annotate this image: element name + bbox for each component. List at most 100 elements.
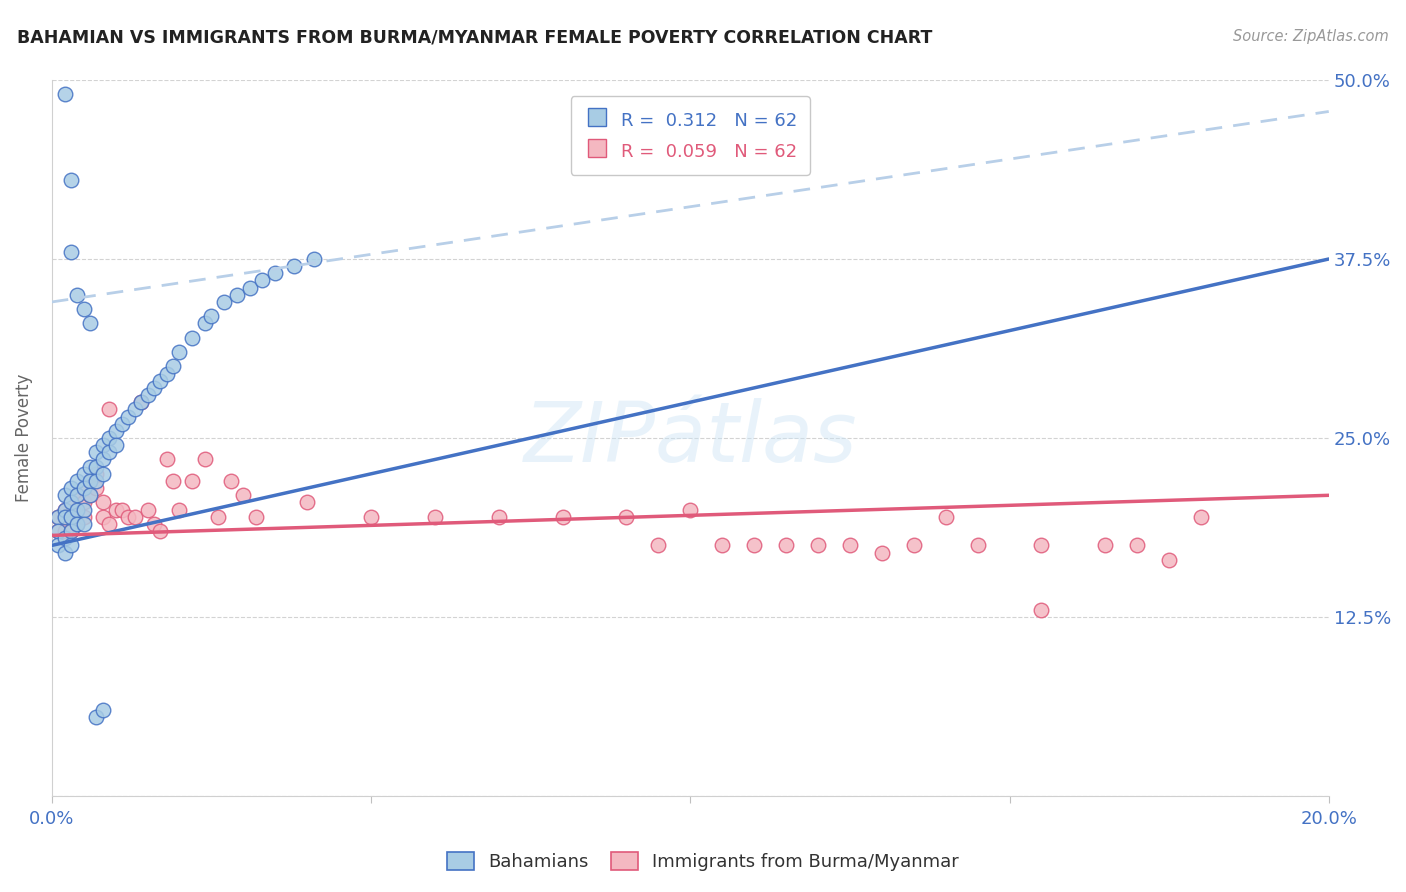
Point	[59, 495, 82, 509]
Point	[679, 502, 702, 516]
Point	[53, 502, 76, 516]
Point	[1189, 509, 1212, 524]
Point	[870, 545, 893, 559]
Point	[360, 509, 382, 524]
Point	[156, 367, 179, 381]
Point	[264, 266, 287, 280]
Point	[807, 538, 830, 552]
Point	[149, 524, 172, 538]
Point	[194, 452, 217, 467]
Point	[46, 509, 69, 524]
Legend: Bahamians, Immigrants from Burma/Myanmar: Bahamians, Immigrants from Burma/Myanmar	[440, 845, 966, 879]
Point	[86, 710, 108, 724]
Point	[98, 431, 121, 445]
Y-axis label: Female Poverty: Female Poverty	[15, 374, 32, 502]
Point	[86, 481, 108, 495]
Point	[838, 538, 860, 552]
Point	[1094, 538, 1116, 552]
Point	[59, 524, 82, 538]
Point	[73, 481, 96, 495]
Point	[903, 538, 925, 552]
Point	[142, 516, 165, 531]
Point	[66, 488, 89, 502]
Point	[79, 459, 101, 474]
Point	[239, 280, 262, 294]
Point	[66, 488, 89, 502]
Point	[66, 516, 89, 531]
Point	[162, 474, 184, 488]
Point	[647, 538, 669, 552]
Point	[200, 310, 222, 324]
Point	[86, 467, 108, 481]
Point	[232, 488, 254, 502]
Point	[616, 509, 638, 524]
Point	[966, 538, 988, 552]
Point	[104, 438, 127, 452]
Point	[79, 317, 101, 331]
Point	[162, 359, 184, 374]
Point	[117, 409, 139, 424]
Point	[73, 302, 96, 317]
Point	[79, 474, 101, 488]
Legend: R =  0.312   N = 62, R =  0.059   N = 62: R = 0.312 N = 62, R = 0.059 N = 62	[571, 96, 810, 175]
Point	[219, 474, 242, 488]
Point	[104, 424, 127, 438]
Text: Source: ZipAtlas.com: Source: ZipAtlas.com	[1233, 29, 1389, 44]
Point	[59, 538, 82, 552]
Point	[86, 474, 108, 488]
Point	[46, 524, 69, 538]
Point	[149, 374, 172, 388]
Point	[53, 502, 76, 516]
Point	[79, 474, 101, 488]
Point	[73, 495, 96, 509]
Point	[53, 545, 76, 559]
Point	[423, 509, 446, 524]
Point	[91, 703, 114, 717]
Point	[53, 531, 76, 545]
Point	[775, 538, 797, 552]
Point	[142, 381, 165, 395]
Point	[91, 438, 114, 452]
Point	[91, 452, 114, 467]
Point	[59, 244, 82, 259]
Point	[302, 252, 325, 266]
Point	[129, 395, 152, 409]
Point	[245, 509, 267, 524]
Point	[169, 345, 191, 359]
Point	[551, 509, 574, 524]
Text: ZIPátlas: ZIPátlas	[523, 398, 858, 478]
Point	[98, 402, 121, 417]
Point	[66, 502, 89, 516]
Point	[169, 502, 191, 516]
Point	[181, 474, 204, 488]
Point	[73, 467, 96, 481]
Point	[742, 538, 765, 552]
Point	[66, 287, 89, 301]
Point	[86, 459, 108, 474]
Point	[124, 402, 146, 417]
Point	[79, 488, 101, 502]
Point	[111, 502, 134, 516]
Point	[711, 538, 734, 552]
Point	[46, 509, 69, 524]
Point	[73, 509, 96, 524]
Point	[66, 474, 89, 488]
Point	[117, 509, 139, 524]
Point	[91, 495, 114, 509]
Point	[73, 502, 96, 516]
Point	[91, 467, 114, 481]
Point	[124, 509, 146, 524]
Point	[252, 273, 274, 287]
Point	[1031, 538, 1053, 552]
Point	[283, 259, 305, 273]
Point	[59, 509, 82, 524]
Point	[91, 509, 114, 524]
Point	[59, 481, 82, 495]
Point	[194, 317, 217, 331]
Point	[59, 495, 82, 509]
Point	[935, 509, 957, 524]
Point	[226, 287, 249, 301]
Point	[156, 452, 179, 467]
Point	[98, 516, 121, 531]
Point	[104, 502, 127, 516]
